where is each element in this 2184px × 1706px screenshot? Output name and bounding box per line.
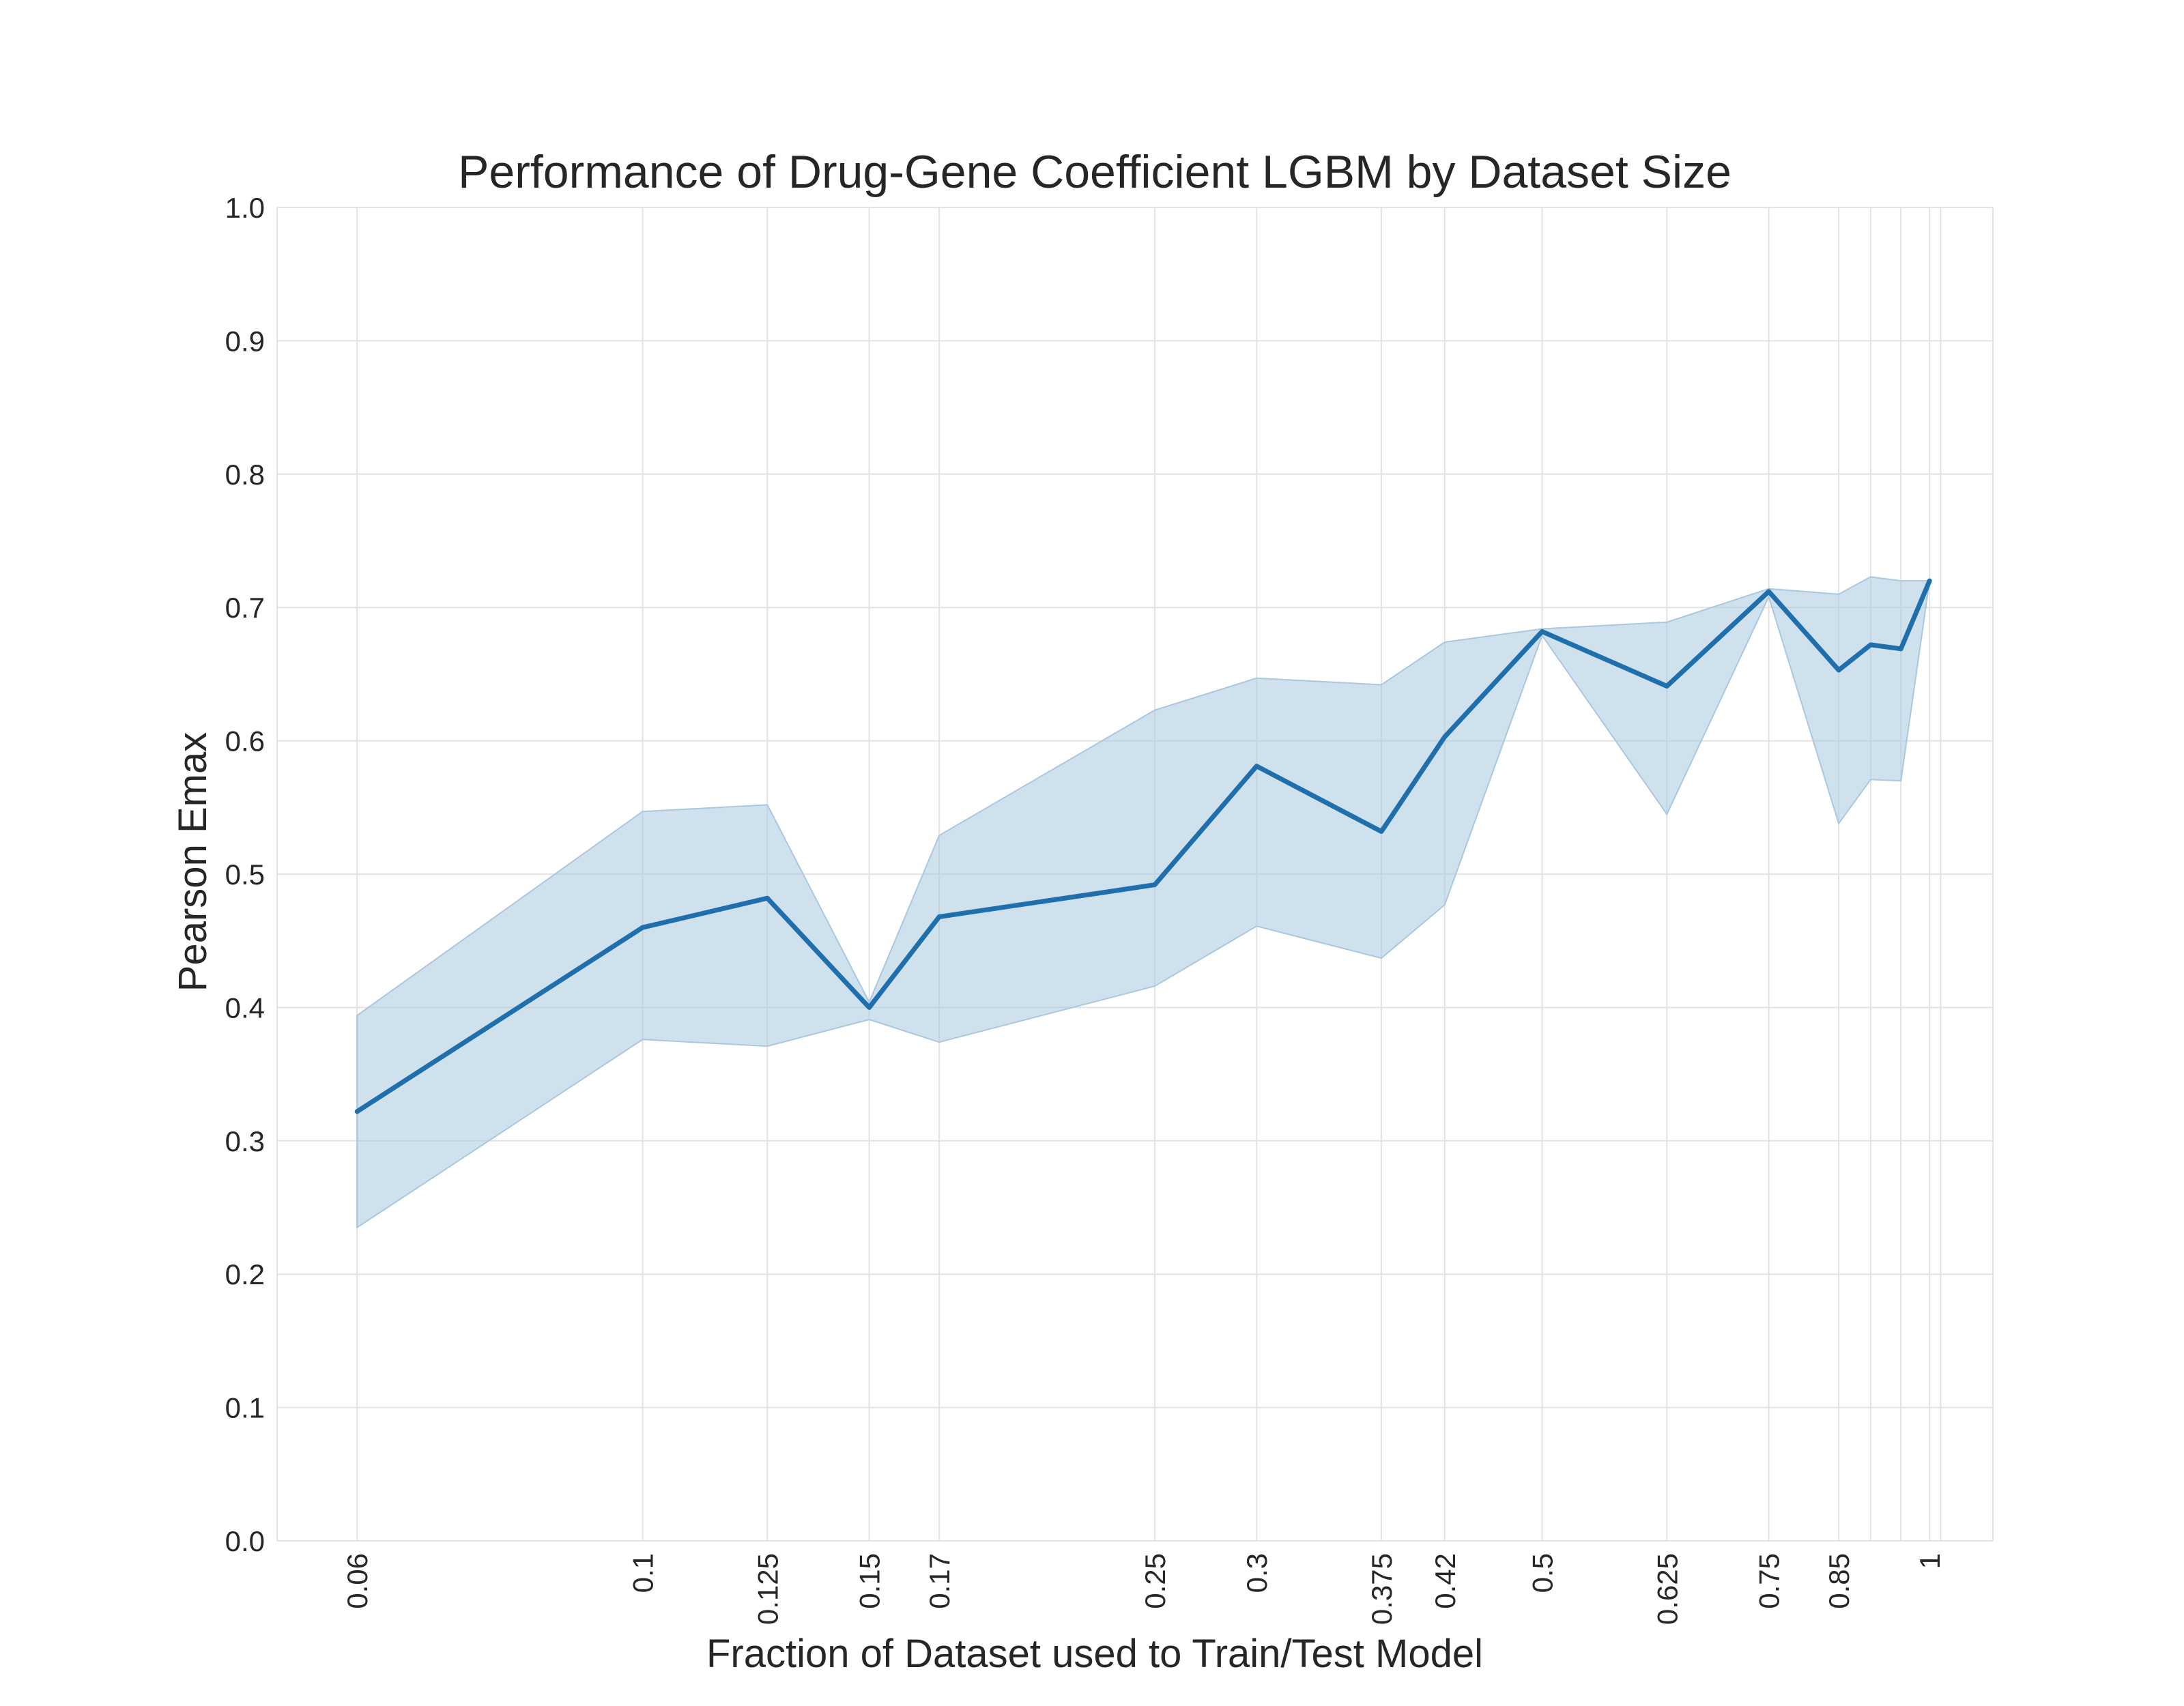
y-tick-label: 0.5 <box>225 858 265 891</box>
x-tick-label: 0.75 <box>1753 1553 1785 1609</box>
y-axis-label: Pearson Emax <box>171 732 215 992</box>
x-axis-label: Fraction of Dataset used to Train/Test M… <box>706 1632 1483 1676</box>
x-tick-label: 0.3 <box>1241 1553 1273 1593</box>
y-tick-label: 0.8 <box>225 459 265 491</box>
x-tick-label: 0.5 <box>1527 1553 1559 1593</box>
y-tick-label: 0.0 <box>225 1525 265 1557</box>
x-tick-label: 0.375 <box>1366 1553 1398 1625</box>
x-tick-label: 0.625 <box>1651 1553 1683 1625</box>
y-tick-label: 0.6 <box>225 725 265 757</box>
y-tick-label: 0.9 <box>225 325 265 357</box>
x-tick-label: 1 <box>1914 1553 1946 1569</box>
confidence-band-area <box>356 576 1931 1229</box>
y-tick-label: 0.4 <box>225 992 265 1024</box>
chart-title: Performance of Drug-Gene Coefficient LGB… <box>458 146 1732 198</box>
confidence-band <box>356 576 1931 1229</box>
x-tick-label: 0.85 <box>1823 1553 1855 1609</box>
y-tick-labels: 0.0 0.1 0.2 0.3 0.4 0.5 0.6 0.7 0.8 0.9 1.0 <box>225 192 265 1557</box>
series-line <box>354 578 1932 1114</box>
series-lines <box>354 578 1932 1114</box>
x-tick-label: 0.1 <box>627 1553 659 1593</box>
y-tick-label: 0.1 <box>225 1392 265 1424</box>
x-tick-label: 0.17 <box>923 1553 956 1609</box>
x-tick-label: 0.125 <box>751 1553 784 1625</box>
y-tick-label: 0.2 <box>225 1258 265 1290</box>
x-tick-labels: 0.06 0.1 0.125 0.15 0.17 0.25 0.3 0.375 0.42 0.5 0… <box>341 1553 1946 1625</box>
y-tick-label: 0.7 <box>225 592 265 624</box>
y-tick-label: 0.3 <box>225 1125 265 1157</box>
gridlines <box>276 207 1994 1542</box>
x-tick-label: 0.15 <box>854 1553 886 1609</box>
x-tick-label: 0.25 <box>1139 1553 1171 1609</box>
y-tick-label: 1.0 <box>225 192 265 224</box>
x-tick-label: 0.06 <box>341 1553 373 1609</box>
x-tick-label: 0.42 <box>1429 1553 1461 1609</box>
